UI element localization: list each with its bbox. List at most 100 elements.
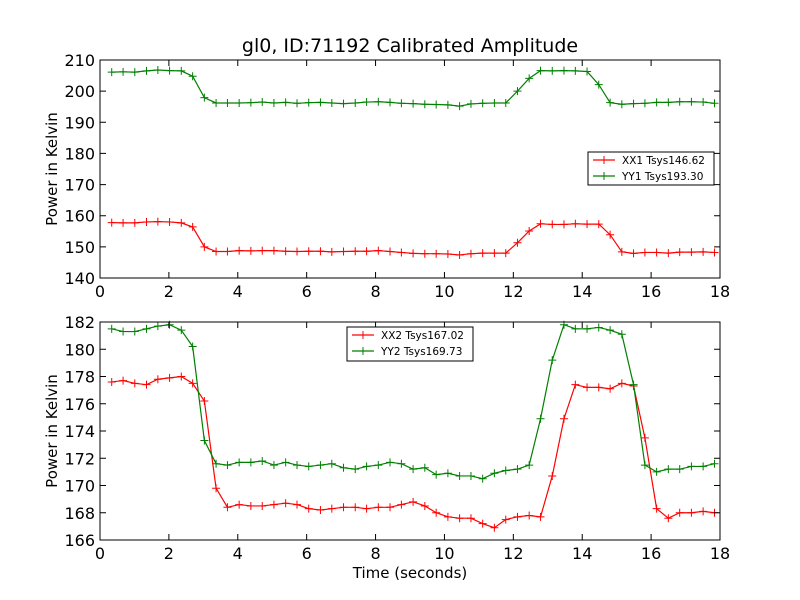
y-axis-label-0: Power in Kelvin	[43, 112, 61, 226]
data-point-0-1-19	[327, 98, 336, 107]
data-point-0-1-23	[374, 97, 383, 106]
data-point-1-0-31	[466, 514, 475, 523]
data-point-1-0-22	[362, 504, 371, 513]
data-point-0-1-42	[594, 80, 603, 89]
data-point-0-1-30	[455, 102, 464, 111]
data-point-1-1-24	[386, 458, 395, 467]
data-point-0-1-12	[246, 98, 255, 107]
y-tick-label-1-3: 172	[64, 449, 95, 468]
data-point-0-0-45	[629, 249, 638, 258]
data-point-0-0-48	[664, 249, 673, 258]
data-point-0-1-29	[443, 100, 452, 109]
data-point-0-0-42	[594, 220, 603, 229]
data-point-0-1-26	[409, 99, 418, 108]
data-point-0-0-47	[652, 248, 661, 257]
y-tick-label-0-3: 170	[64, 176, 95, 195]
data-point-1-0-11	[235, 500, 244, 509]
x-tick-label-0-5: 10	[434, 282, 454, 301]
data-point-1-1-30	[455, 471, 464, 480]
data-point-1-1-48	[664, 465, 673, 474]
data-point-1-0-3	[142, 380, 151, 389]
data-point-0-1-49	[675, 97, 684, 106]
data-point-0-0-4	[153, 217, 162, 226]
data-point-1-1-41	[583, 324, 592, 333]
data-point-0-1-21	[351, 98, 360, 107]
data-point-0-1-1	[119, 67, 128, 76]
data-point-1-1-7	[188, 342, 197, 351]
data-point-1-1-4	[153, 322, 162, 331]
data-point-1-0-21	[351, 503, 360, 512]
data-point-1-0-28	[432, 508, 441, 517]
x-tick-label-0-0: 0	[95, 282, 105, 301]
x-tick-label-1-3: 6	[302, 544, 312, 563]
chart-title: gl0, ID:71192 Calibrated Amplitude	[242, 35, 578, 57]
data-point-1-1-3	[142, 324, 151, 333]
data-point-1-0-36	[525, 511, 534, 520]
data-point-1-0-41	[583, 383, 592, 392]
data-point-0-0-12	[246, 246, 255, 255]
y-tick-label-0-1: 150	[64, 238, 95, 257]
data-point-0-1-50	[687, 97, 696, 106]
data-point-0-1-24	[386, 98, 395, 107]
data-point-0-0-38	[548, 220, 557, 229]
data-point-0-0-46	[640, 248, 649, 257]
data-point-1-1-9	[212, 459, 221, 468]
x-tick-label-0-3: 6	[302, 282, 312, 301]
data-point-0-1-18	[316, 98, 325, 107]
data-point-0-0-28	[432, 249, 441, 258]
data-point-1-0-2	[130, 379, 139, 388]
data-point-1-1-43	[606, 326, 615, 335]
data-point-1-0-1	[119, 376, 128, 385]
data-point-0-1-22	[362, 98, 371, 107]
data-point-1-0-15	[281, 499, 290, 508]
data-point-0-1-38	[548, 66, 557, 75]
data-point-0-1-34	[501, 98, 510, 107]
data-point-0-1-48	[664, 98, 673, 107]
data-point-1-1-11	[235, 458, 244, 467]
data-point-0-1-40	[571, 66, 580, 75]
data-point-1-1-33	[490, 469, 499, 478]
data-point-0-0-7	[188, 222, 197, 231]
data-point-0-0-5	[165, 217, 174, 226]
data-point-1-0-25	[397, 500, 406, 509]
data-point-0-0-8	[200, 242, 209, 251]
data-point-0-0-2	[130, 218, 139, 227]
data-point-1-0-35	[513, 512, 522, 521]
data-point-1-1-32	[478, 474, 487, 483]
data-point-0-1-45	[629, 99, 638, 108]
data-point-1-1-19	[327, 459, 336, 468]
data-point-0-1-11	[235, 98, 244, 107]
data-point-0-0-52	[710, 248, 719, 257]
data-point-0-0-10	[223, 247, 232, 256]
data-point-1-0-47	[652, 504, 661, 513]
legend-1: XX2 Tsys167.02 YY2 Tsys169.73	[346, 326, 474, 362]
data-point-0-0-31	[466, 249, 475, 258]
data-point-1-0-49	[675, 508, 684, 517]
data-point-1-0-48	[664, 514, 673, 523]
y-tick-label-1-4: 174	[64, 422, 95, 441]
y-tick-label-0-0: 140	[64, 269, 95, 288]
data-point-0-0-32	[478, 249, 487, 258]
x-tick-label-1-9: 18	[710, 544, 730, 563]
x-axis-label-1: Time (seconds)	[352, 564, 468, 582]
y-tick-label-0-5: 190	[64, 113, 95, 132]
y-tick-label-1-2: 170	[64, 477, 95, 496]
data-point-0-1-13	[258, 98, 267, 107]
data-point-1-0-12	[246, 501, 255, 510]
data-point-1-1-37	[536, 414, 545, 423]
data-point-1-0-6	[177, 372, 186, 381]
y-tick-label-1-7: 180	[64, 340, 95, 359]
data-point-1-0-39	[559, 414, 568, 423]
data-point-0-1-16	[293, 99, 302, 108]
data-point-0-1-5	[165, 66, 174, 75]
x-tick-label-1-4: 8	[370, 544, 380, 563]
data-point-0-0-41	[583, 220, 592, 229]
data-point-1-0-23	[374, 503, 383, 512]
legend-box-0	[587, 151, 715, 186]
data-point-0-1-27	[420, 100, 429, 109]
data-point-0-1-7	[188, 72, 197, 81]
x-tick-label-0-1: 2	[164, 282, 174, 301]
legend-marker-0-0	[600, 156, 608, 164]
